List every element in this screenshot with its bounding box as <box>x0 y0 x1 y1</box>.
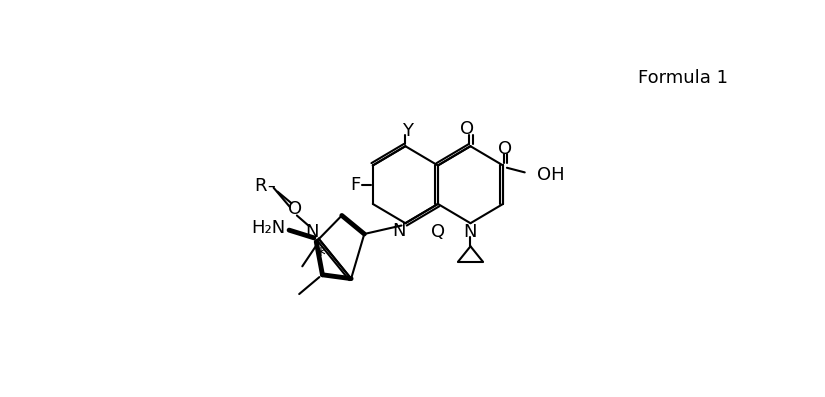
Text: H₂N: H₂N <box>251 219 285 237</box>
Text: Q: Q <box>431 224 445 241</box>
Text: F: F <box>351 176 361 194</box>
Text: N: N <box>305 224 319 241</box>
Text: O: O <box>288 200 303 218</box>
Text: *: * <box>315 246 325 265</box>
Text: N: N <box>464 224 477 241</box>
Text: Formula 1: Formula 1 <box>638 69 728 87</box>
Text: OH: OH <box>537 166 565 184</box>
Text: Y: Y <box>403 122 413 140</box>
Text: O: O <box>460 120 474 138</box>
Text: R: R <box>254 177 266 195</box>
Text: N: N <box>393 222 406 240</box>
Text: –: – <box>267 179 275 194</box>
Text: O: O <box>498 139 512 158</box>
